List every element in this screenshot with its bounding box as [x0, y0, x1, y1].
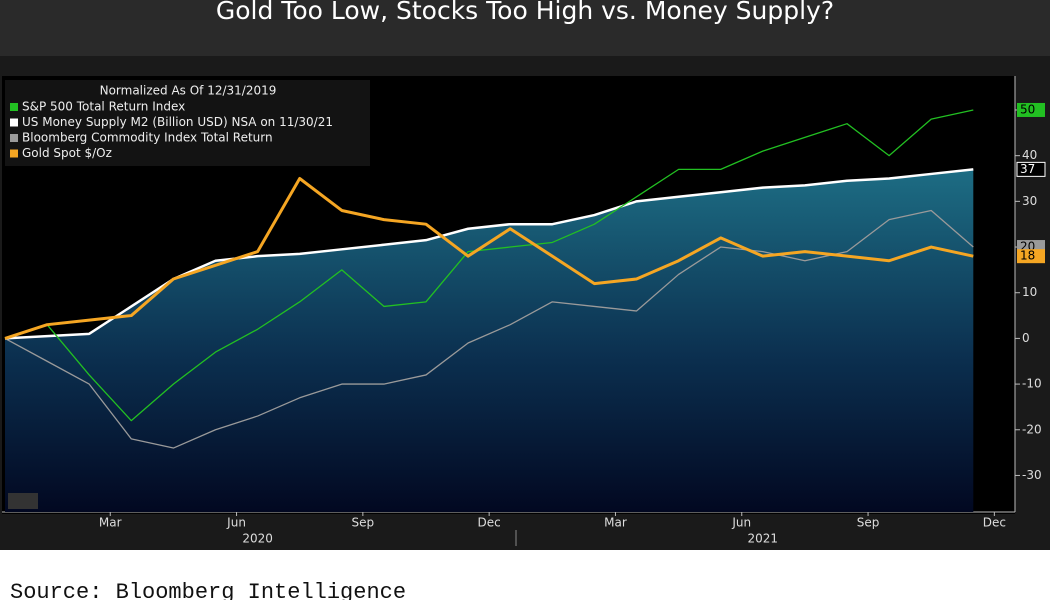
series-line	[4, 177, 974, 340]
source: Source: Bloomberg Intelligence	[10, 580, 406, 600]
end-value-label: 37	[1020, 162, 1035, 176]
legend-swatch	[10, 149, 18, 158]
legend-swatch	[10, 134, 18, 142]
legend-swatch	[10, 103, 18, 111]
x-tick-label: Mar	[99, 516, 122, 530]
legend-label: Gold Spot $/Oz	[22, 146, 112, 160]
x-tick-label: Mar	[604, 516, 627, 530]
y-tick-label: 30	[1022, 194, 1037, 208]
legend-label: Bloomberg Commodity Index Total Return	[22, 131, 273, 145]
end-value-label: 18	[1020, 249, 1035, 263]
y-tick-label: 10	[1022, 285, 1037, 299]
series-line	[4, 209, 974, 449]
legend-box	[5, 80, 370, 166]
x-tick-label: Dec	[983, 516, 1006, 530]
end-value-label: 50	[1020, 102, 1035, 116]
legend-label: S&P 500 Total Return Index	[22, 100, 185, 114]
x-group-label: 2020	[242, 532, 273, 546]
x-tick-label: Sep	[352, 516, 375, 530]
legend-swatch	[10, 118, 18, 127]
x-tick-label: Dec	[478, 516, 501, 530]
y-tick-label: -10	[1022, 377, 1042, 391]
x-group-label: 2021	[748, 532, 779, 546]
title-band	[0, 0, 1050, 56]
plot: -30-20-1001020304050MarJunSepDecMarJunSe…	[2, 76, 1046, 546]
chart-title: Gold Too Low, Stocks Too High vs. Money …	[216, 0, 834, 25]
area-fill	[5, 169, 974, 513]
x-tick-label: Jun	[226, 516, 246, 530]
y-tick-label: 0	[1022, 331, 1030, 345]
series-line	[4, 109, 974, 422]
x-tick-label: Jun	[731, 516, 751, 530]
end-value-box	[1017, 249, 1045, 264]
chart-icon	[8, 493, 38, 509]
y-tick-label: -20	[1022, 422, 1042, 436]
end-value-box	[1016, 161, 1046, 177]
y-tick-label: -30	[1022, 468, 1042, 482]
y-tick-label: 40	[1022, 148, 1037, 162]
legend-title: Normalized As Of 12/31/2019	[100, 84, 277, 98]
end-value-box	[1017, 102, 1045, 117]
x-tick-label: Sep	[857, 516, 880, 530]
legend-label: US Money Supply M2 (Billion USD) NSA on …	[22, 115, 333, 129]
